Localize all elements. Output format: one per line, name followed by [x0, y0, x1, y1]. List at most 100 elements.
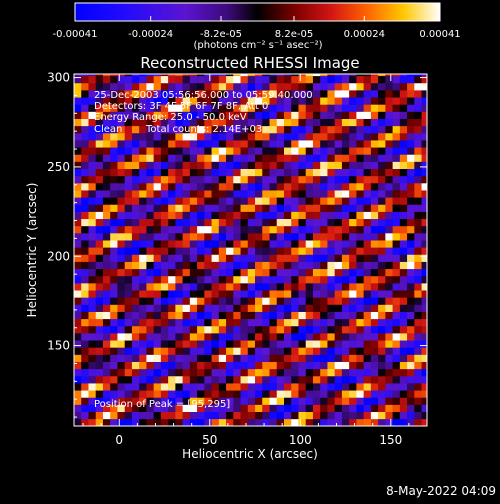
- heatmap-cell: [291, 304, 299, 312]
- heatmap-cell: [139, 147, 147, 155]
- heatmap-cell: [291, 182, 299, 191]
- heatmap-cell: [298, 275, 307, 284]
- heatmap-cell: [327, 90, 335, 98]
- heatmap-cell: [102, 140, 111, 148]
- heatmap-cell: [102, 340, 111, 348]
- heatmap-cell: [218, 140, 227, 148]
- heatmap-cell: [204, 240, 212, 248]
- heatmap-cell: [276, 368, 285, 377]
- heatmap-cell: [385, 190, 393, 198]
- heatmap-cell: [189, 283, 198, 291]
- heatmap-cell: [95, 132, 104, 141]
- heatmap-cell: [204, 75, 212, 84]
- heatmap-cell: [233, 347, 241, 355]
- heatmap-cell: [320, 204, 328, 212]
- heatmap-cell: [204, 390, 212, 398]
- heatmap-cell: [334, 111, 343, 119]
- heatmap-cell: [421, 261, 427, 270]
- heatmap-cell: [211, 132, 220, 141]
- heatmap-cell: [218, 111, 227, 119]
- heatmap-cell: [283, 354, 292, 362]
- heatmap-cell: [160, 268, 169, 277]
- heatmap-cell: [407, 140, 415, 148]
- heatmap-cell: [247, 304, 256, 312]
- heatmap-cell: [218, 182, 227, 191]
- heatmap-cell: [356, 204, 364, 212]
- heatmap-cell: [204, 104, 212, 112]
- heatmap-cell: [204, 118, 212, 127]
- heatmap-cell: [421, 368, 427, 377]
- heatmap-cell: [197, 390, 205, 398]
- heatmap-cell: [305, 383, 314, 391]
- heatmap-cell: [226, 218, 234, 227]
- heatmap-cell: [102, 211, 111, 220]
- heatmap-cell: [378, 111, 386, 119]
- heatmap-cell: [189, 333, 198, 341]
- heatmap-cell: [175, 182, 183, 191]
- heatmap-cell: [160, 175, 169, 184]
- heatmap-cell: [182, 397, 191, 405]
- heatmap-cell: [378, 211, 386, 220]
- heatmap-cell: [378, 390, 386, 398]
- heatmap-cell: [102, 411, 111, 420]
- heatmap-cell: [218, 211, 227, 220]
- heatmap-cell: [117, 311, 125, 320]
- heatmap-cell: [146, 75, 154, 84]
- heatmap-cell: [262, 240, 270, 248]
- heatmap-cell: [88, 261, 97, 270]
- heatmap-cell: [240, 225, 249, 234]
- heatmap-cell: [204, 297, 212, 305]
- heatmap-cell: [255, 304, 263, 312]
- heatmap-cell: [421, 204, 427, 212]
- heatmap-cell: [414, 304, 422, 312]
- heatmap-cell: [298, 418, 307, 426]
- heatmap-cell: [356, 318, 364, 327]
- heatmap-cell: [153, 147, 162, 155]
- heatmap-cell: [392, 75, 401, 84]
- heatmap-cell: [117, 268, 125, 277]
- heatmap-cell: [385, 354, 393, 362]
- heatmap-cell: [392, 304, 401, 312]
- heatmap-cell: [407, 418, 415, 426]
- heatmap-cell: [349, 140, 357, 148]
- heatmap-cell: [110, 325, 118, 334]
- heatmap-cell: [175, 247, 183, 255]
- heatmap-cell: [298, 347, 307, 355]
- heatmap-cell: [356, 347, 364, 355]
- heatmap-cell: [168, 125, 176, 134]
- heatmap-cell: [124, 261, 133, 270]
- heatmap-cell: [392, 347, 401, 355]
- heatmap-cell: [276, 283, 285, 291]
- heatmap-cell: [81, 304, 89, 312]
- heatmap-cell: [95, 261, 104, 270]
- heatmap-cell: [291, 90, 299, 98]
- heatmap-cell: [283, 161, 292, 170]
- heatmap-cell: [291, 318, 299, 327]
- heatmap-cell: [349, 74, 357, 77]
- heatmap-cell: [414, 361, 422, 370]
- heatmap-cell: [131, 304, 140, 312]
- heatmap-cell: [197, 290, 205, 298]
- heatmap-cell: [175, 90, 183, 98]
- heatmap-cell: [117, 354, 125, 362]
- heatmap-cell: [407, 74, 415, 77]
- heatmap-cell: [117, 97, 125, 105]
- heatmap-cell: [95, 104, 104, 112]
- heatmap-cell: [146, 375, 154, 384]
- heatmap-cell: [363, 97, 372, 105]
- heatmap-cell: [182, 404, 191, 413]
- heatmap-cell: [153, 204, 162, 212]
- heatmap-cell: [240, 304, 249, 312]
- heatmap-cell: [378, 304, 386, 312]
- heatmap-cell: [291, 404, 299, 413]
- heatmap-cell: [175, 361, 183, 370]
- heatmap-cell: [247, 147, 256, 155]
- heatmap-cell: [117, 361, 125, 370]
- heatmap-cell: [139, 354, 147, 362]
- heatmap-cell: [392, 204, 401, 212]
- heatmap-cell: [102, 147, 111, 155]
- heatmap-cell: [175, 290, 183, 298]
- heatmap-cell: [283, 125, 292, 134]
- heatmap-cell: [399, 175, 408, 184]
- heatmap-cell: [175, 132, 183, 141]
